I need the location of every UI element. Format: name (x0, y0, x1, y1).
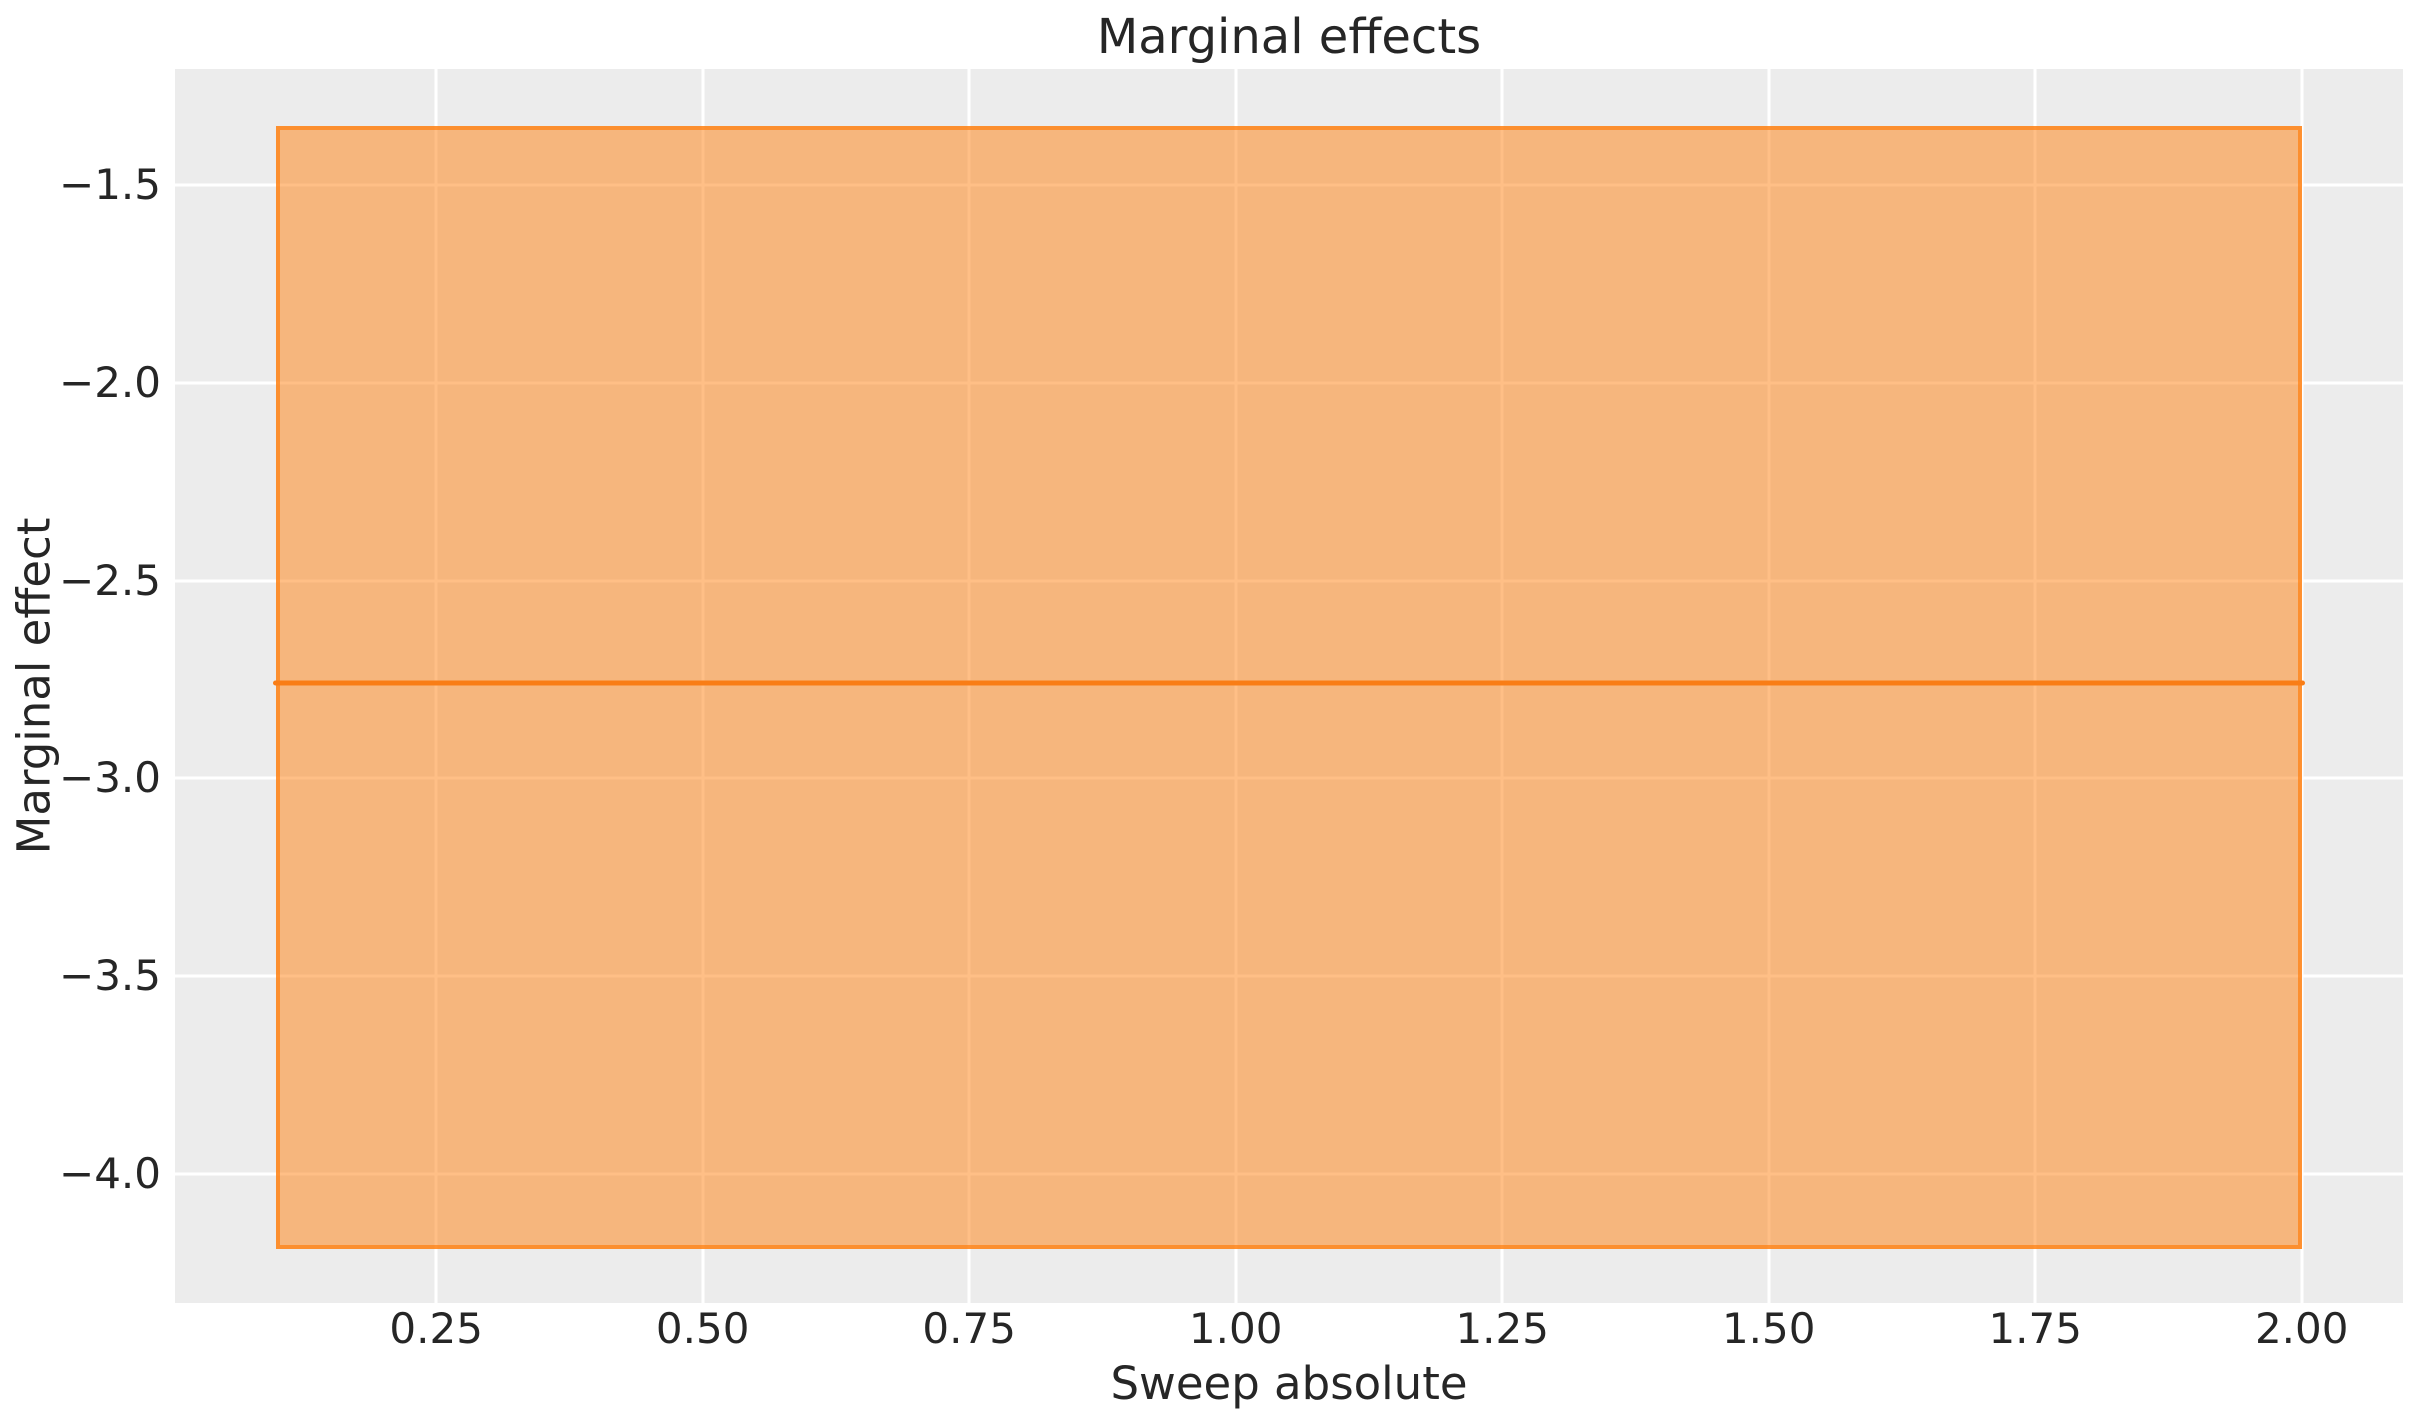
y-tick-label-−4.0: −4.0 (59, 1149, 161, 1199)
confidence-band (276, 125, 2302, 1250)
y-tick-label-−2.0: −2.0 (59, 357, 161, 407)
x-tick-label-1.00: 1.00 (1188, 1304, 1283, 1353)
y-tick-label-−3.5: −3.5 (59, 951, 161, 1001)
chart-title: Marginal effects (1096, 9, 1482, 65)
x-tick-label-1.75: 1.75 (1988, 1304, 2082, 1353)
x-axis-label: Sweep absolute (1110, 1357, 1468, 1410)
x-tick-label-0.75: 0.75 (922, 1304, 1016, 1353)
y-axis-label: Marginal effect (7, 517, 61, 855)
x-tick-label-0.25: 0.25 (389, 1304, 483, 1353)
y-tick-label-−2.5: −2.5 (59, 555, 161, 605)
x-tick-label-0.50: 0.50 (655, 1304, 750, 1353)
plot-area (175, 69, 2403, 1303)
y-tick-label-−1.5: −1.5 (59, 159, 161, 209)
gridline-x-2.00 (2300, 69, 2304, 1303)
x-tick-label-2.00: 2.00 (2254, 1304, 2349, 1353)
y-tick-label-−3.0: −3.0 (59, 753, 161, 803)
x-tick-label-1.50: 1.50 (1721, 1304, 1816, 1353)
x-tick-label-1.25: 1.25 (1455, 1304, 1549, 1353)
effect-line (273, 680, 2305, 686)
